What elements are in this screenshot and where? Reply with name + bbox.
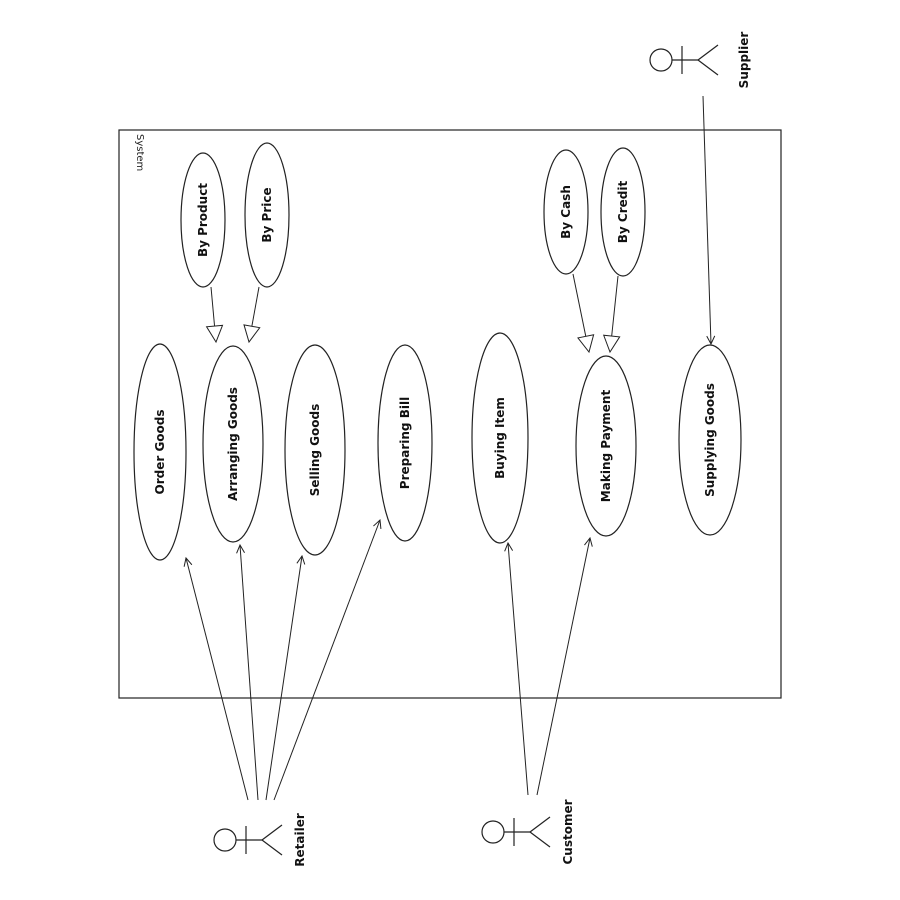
association-customer-making-payment [536,538,590,796]
use-case-label: Arranging Goods [226,387,240,501]
association-customer-buying-item [508,543,529,796]
use-case-by-credit[interactable]: By Credit [600,147,646,277]
actor-retailer[interactable]: Retailer [213,813,307,867]
use-case-label: Order Goods [153,409,167,494]
association-retailer-selling-goods [265,556,302,801]
association-retailer-order-goods [186,558,249,801]
association-supplier-supplying-goods [702,95,711,344]
system-label: System [134,134,145,171]
use-case-label: By Credit [616,181,630,244]
use-case-selling-goods[interactable]: Selling Goods [284,344,346,556]
use-case-arranging-goods[interactable]: Arranging Goods [202,345,264,543]
use-case-label: Supplying Goods [703,383,717,497]
generalization-by-price [243,286,261,344]
association-retailer-preparing-bill [273,520,380,801]
stick-figure-icon [213,824,283,856]
generalization-by-cash [572,273,595,354]
use-case-label: By Price [260,187,274,242]
use-case-preparing-bill[interactable]: Preparing Bill [377,344,433,542]
actor-supplier[interactable]: Supplier [649,32,751,89]
use-case-label: Selling Goods [308,404,322,497]
use-case-by-product[interactable]: By Product [180,152,226,288]
stick-figure-icon [481,816,551,848]
use-case-supplying-goods[interactable]: Supplying Goods [678,344,742,536]
use-case-order-goods[interactable]: Order Goods [133,343,187,561]
actor-label: Customer [561,799,575,864]
system-boundary [118,129,782,699]
association-retailer-arranging-goods [240,545,259,801]
use-case-making-payment[interactable]: Making Payment [575,355,637,537]
use-case-label: By Product [196,183,210,257]
use-case-label: Preparing Bill [398,397,412,489]
stick-figure-icon [649,44,719,76]
generalization-by-credit [602,275,621,354]
generalization-by-product [205,286,224,344]
use-case-label: Buying Item [493,397,507,479]
actor-customer[interactable]: Customer [481,799,575,865]
actor-label: Supplier [737,32,751,89]
use-case-label: Making Payment [599,390,613,503]
use-case-label: By Cash [559,185,573,239]
use-case-by-cash[interactable]: By Cash [543,149,589,275]
actor-label: Retailer [293,813,307,867]
use-case-by-price[interactable]: By Price [244,142,290,288]
use-case-buying-item[interactable]: Buying Item [471,332,529,544]
